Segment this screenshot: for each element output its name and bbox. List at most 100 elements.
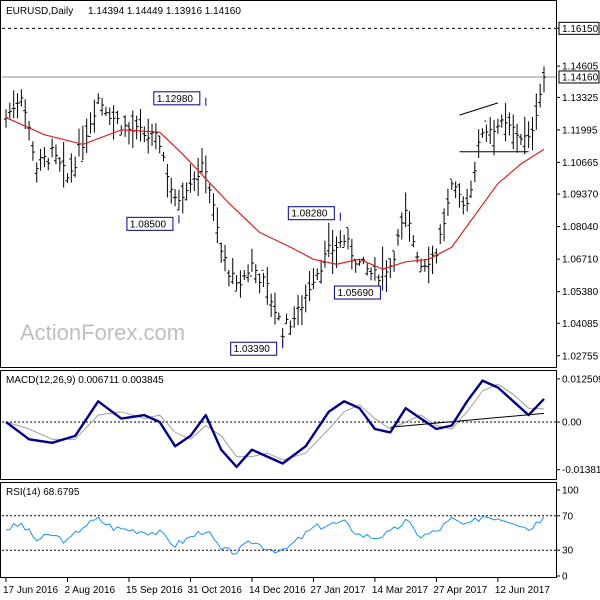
- price-bar: [515, 123, 520, 153]
- rsi-plot: 100 70 30 0: [2, 486, 579, 583]
- price-bar: [176, 189, 181, 211]
- price-annotation: 1.05690: [333, 284, 387, 300]
- price-bar: [161, 151, 166, 162]
- annotation-box: [333, 285, 381, 300]
- price-bar: [165, 163, 170, 198]
- price-bar: [438, 224, 443, 244]
- price-bar: [319, 259, 324, 284]
- price-bar: [534, 93, 539, 130]
- price-bar: [511, 114, 516, 150]
- price-bar: [211, 193, 216, 222]
- y-tick-label: 1.08040: [562, 222, 599, 233]
- price-bar: [426, 246, 431, 284]
- price-bar: [123, 115, 128, 137]
- price-bar: [484, 120, 489, 142]
- moving-average-line: [5, 117, 545, 270]
- price-bar: [234, 275, 239, 292]
- price-bar: [30, 141, 35, 161]
- price-bar: [430, 245, 435, 275]
- x-tick-label: 17 Jun 2016: [3, 585, 58, 596]
- current-price-box: [558, 70, 600, 84]
- channel-upper-line: [459, 102, 499, 116]
- price-bar: [42, 147, 47, 168]
- price-bar: [530, 116, 535, 151]
- price-bar: [365, 263, 370, 276]
- price-bar: [334, 236, 339, 268]
- price-bar: [419, 258, 424, 273]
- y-tick-label: 1.09370: [562, 190, 599, 201]
- watermark: ActionForex.com: [20, 320, 185, 345]
- y-tick-label: 1.14605: [562, 62, 599, 73]
- price-bar: [461, 196, 466, 215]
- price-bar: [445, 188, 450, 216]
- price-bar: [215, 207, 220, 244]
- macd-y-label: 0.00: [562, 418, 582, 429]
- price-bar: [34, 162, 39, 183]
- price-bar: [253, 264, 258, 284]
- price-annotation: 1.08500: [126, 215, 180, 231]
- price-bar: [411, 235, 416, 248]
- price-bar: [480, 128, 485, 138]
- price-bar: [453, 181, 458, 199]
- price-bar: [65, 173, 70, 183]
- price-bar: [457, 183, 462, 208]
- price-bar: [292, 306, 297, 328]
- price-bar: [57, 157, 62, 172]
- price-bar: [150, 123, 155, 147]
- price-bar: [322, 240, 327, 268]
- price-bar: [315, 268, 320, 280]
- price-bar: [169, 177, 174, 204]
- price-bar: [376, 274, 381, 288]
- y-tick-label: 1.02755: [562, 351, 599, 362]
- price-bar: [342, 234, 347, 248]
- annotation-label: 1.03390: [234, 344, 271, 355]
- price-bar: [338, 230, 343, 248]
- x-tick-label: 27 Jan 2017: [310, 585, 365, 596]
- price-bar: [488, 117, 493, 144]
- price-bar: [92, 99, 97, 133]
- price-bar: [346, 227, 351, 250]
- price-bar: [472, 161, 477, 183]
- price-bar: [465, 188, 470, 212]
- x-tick-label: 2 Aug 2016: [64, 585, 115, 596]
- price-bar: [542, 66, 546, 93]
- rsi-title: RSI(14) 68.6795: [6, 487, 80, 498]
- price-bar: [476, 129, 481, 159]
- ohlc-values: 1.14394 1.14449 1.13916 1.14160: [88, 6, 241, 17]
- price-bar: [103, 106, 108, 117]
- annotation-box: [230, 341, 278, 356]
- price-bar: [7, 102, 12, 119]
- price-bar: [230, 258, 235, 285]
- price-bar: [422, 258, 427, 272]
- price-bar: [265, 267, 270, 305]
- price-bar: [96, 93, 101, 105]
- price-bar: [107, 107, 112, 125]
- price-bar: [288, 320, 293, 336]
- price-bar: [192, 171, 197, 191]
- annotation-label: 1.05690: [337, 288, 374, 299]
- price-bar: [276, 312, 281, 321]
- y-tick-label: 1.04085: [562, 319, 599, 330]
- price-bar: [299, 295, 304, 326]
- x-tick-label: 12 Jun 2017: [495, 585, 550, 596]
- price-bar: [330, 230, 335, 275]
- price-bar: [46, 157, 51, 171]
- rsi-y-label: 30: [562, 546, 574, 557]
- price-annotation: 1.03390: [230, 340, 284, 356]
- price-bar: [115, 110, 120, 125]
- macd-trendline: [390, 412, 545, 428]
- price-bar: [223, 244, 228, 272]
- x-tick-label: 31 Oct 2016: [187, 585, 242, 596]
- x-tick-label: 14 Dec 2016: [249, 585, 306, 596]
- y-tick-label: 1.05380: [562, 287, 599, 298]
- price-annotation: 1.08280: [287, 206, 341, 221]
- price-bar: [538, 83, 543, 108]
- y-tick-label: 1.06710: [562, 255, 599, 266]
- macd-panel-frame: [0, 370, 557, 480]
- price-bar: [311, 268, 316, 290]
- rsi-panel-frame: [0, 482, 557, 578]
- price-bar: [73, 156, 78, 178]
- current-price-label: 1.14160: [562, 72, 599, 83]
- price-bar: [196, 157, 201, 196]
